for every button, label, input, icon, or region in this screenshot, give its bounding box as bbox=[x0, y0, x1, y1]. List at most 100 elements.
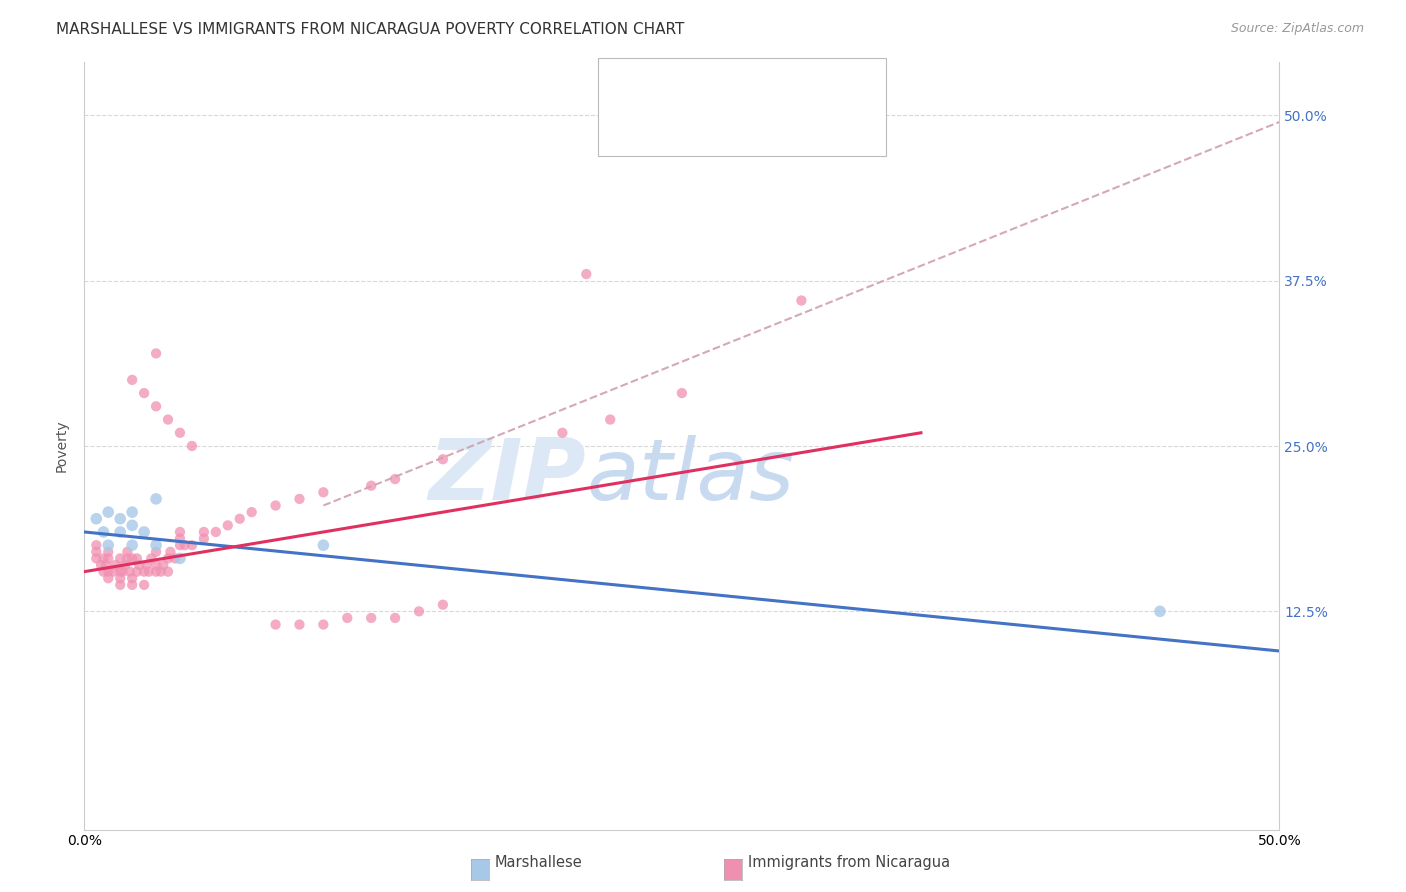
Point bbox=[157, 412, 180, 426]
Point bbox=[159, 545, 181, 559]
Text: Immigrants from Nicaragua: Immigrants from Nicaragua bbox=[748, 855, 950, 870]
Point bbox=[169, 551, 191, 566]
Point bbox=[432, 598, 454, 612]
Point bbox=[169, 532, 191, 546]
Point bbox=[193, 532, 215, 546]
Point bbox=[86, 538, 108, 552]
Point bbox=[145, 346, 167, 360]
Point bbox=[169, 538, 191, 552]
Point bbox=[117, 551, 139, 566]
Point bbox=[110, 578, 132, 592]
Y-axis label: Poverty: Poverty bbox=[55, 420, 69, 472]
Point bbox=[169, 425, 191, 440]
Point bbox=[121, 373, 143, 387]
Point bbox=[205, 524, 228, 539]
Point bbox=[97, 505, 120, 519]
Point bbox=[132, 578, 156, 592]
Point bbox=[264, 617, 287, 632]
Point bbox=[149, 565, 172, 579]
Point bbox=[145, 491, 167, 506]
Point bbox=[240, 505, 263, 519]
Point bbox=[360, 478, 382, 492]
Point bbox=[132, 565, 156, 579]
Point bbox=[312, 617, 335, 632]
Point bbox=[97, 538, 120, 552]
Point bbox=[141, 551, 163, 566]
Text: MARSHALLESE VS IMMIGRANTS FROM NICARAGUA POVERTY CORRELATION CHART: MARSHALLESE VS IMMIGRANTS FROM NICARAGUA… bbox=[56, 22, 685, 37]
Point bbox=[110, 571, 132, 585]
Point bbox=[86, 512, 108, 526]
Text: Marshallese: Marshallese bbox=[495, 855, 582, 870]
Point bbox=[165, 551, 187, 566]
Point bbox=[97, 551, 120, 566]
Point bbox=[1149, 604, 1171, 618]
Text: atlas: atlas bbox=[586, 435, 794, 518]
Point bbox=[193, 524, 215, 539]
Point bbox=[110, 551, 132, 566]
Point bbox=[599, 412, 621, 426]
Point bbox=[217, 518, 239, 533]
Point bbox=[125, 551, 148, 566]
Point bbox=[97, 571, 120, 585]
Point bbox=[121, 518, 143, 533]
Point bbox=[264, 499, 287, 513]
Point bbox=[229, 512, 252, 526]
Point bbox=[384, 472, 406, 486]
Point bbox=[121, 538, 143, 552]
Point bbox=[181, 439, 204, 453]
Point bbox=[145, 565, 167, 579]
Point bbox=[117, 545, 139, 559]
Point bbox=[138, 565, 160, 579]
Point bbox=[93, 565, 115, 579]
Point bbox=[312, 485, 335, 500]
Text: Source: ZipAtlas.com: Source: ZipAtlas.com bbox=[1230, 22, 1364, 36]
Point bbox=[101, 565, 124, 579]
Point bbox=[575, 267, 598, 281]
Point bbox=[336, 611, 359, 625]
Point bbox=[671, 386, 693, 401]
Point bbox=[132, 524, 156, 539]
Point bbox=[125, 565, 148, 579]
Point bbox=[97, 545, 120, 559]
Point bbox=[110, 524, 132, 539]
Point bbox=[118, 565, 141, 579]
Point bbox=[97, 565, 120, 579]
Point bbox=[93, 524, 115, 539]
Point bbox=[86, 551, 108, 566]
Point bbox=[157, 551, 180, 566]
Text: R =   0.326   N = 79: R = 0.326 N = 79 bbox=[644, 116, 844, 134]
Text: R = -0.406   N = 15: R = -0.406 N = 15 bbox=[644, 78, 834, 96]
Point bbox=[110, 512, 132, 526]
Point bbox=[94, 558, 117, 572]
Point bbox=[110, 565, 132, 579]
Point bbox=[93, 551, 115, 566]
Point bbox=[173, 538, 195, 552]
Point bbox=[169, 524, 191, 539]
Point bbox=[121, 578, 143, 592]
Point bbox=[135, 558, 157, 572]
Point bbox=[152, 558, 174, 572]
Point bbox=[121, 505, 143, 519]
Point bbox=[104, 558, 127, 572]
Point bbox=[145, 545, 167, 559]
Text: ZIP: ZIP bbox=[429, 435, 586, 518]
Point bbox=[145, 400, 167, 414]
Point bbox=[145, 558, 167, 572]
Point bbox=[384, 611, 406, 625]
Point bbox=[790, 293, 813, 308]
Point bbox=[121, 571, 143, 585]
Point bbox=[181, 538, 204, 552]
Point bbox=[157, 565, 180, 579]
Point bbox=[86, 545, 108, 559]
Point bbox=[145, 538, 167, 552]
Point bbox=[408, 604, 430, 618]
Point bbox=[111, 565, 134, 579]
Point bbox=[288, 617, 311, 632]
Point bbox=[90, 558, 112, 572]
Point bbox=[121, 551, 143, 566]
Point bbox=[128, 558, 150, 572]
Point bbox=[114, 558, 136, 572]
Point bbox=[288, 491, 311, 506]
Point bbox=[132, 386, 156, 401]
Point bbox=[312, 538, 335, 552]
